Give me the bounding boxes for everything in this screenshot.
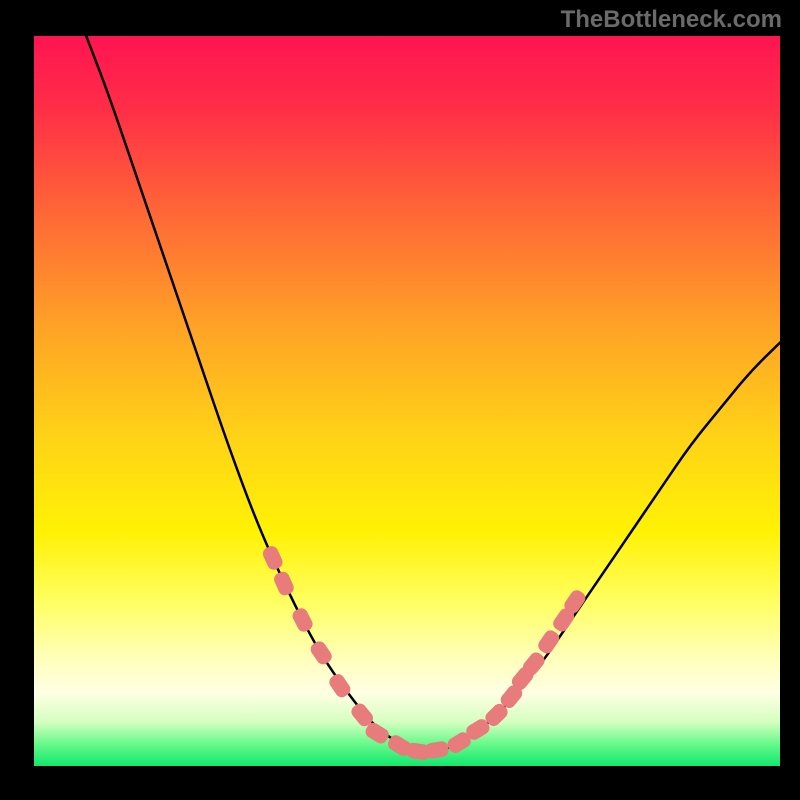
watermark-text: TheBottleneck.com	[561, 6, 782, 34]
chart-container: TheBottleneck.com	[0, 0, 800, 800]
gradient-background	[34, 36, 780, 766]
bottleneck-curve-chart	[34, 36, 780, 766]
